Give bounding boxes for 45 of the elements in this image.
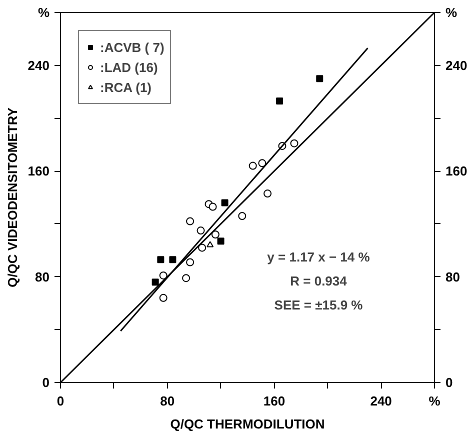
point <box>316 75 324 82</box>
y2-tick-label: 240 <box>446 58 468 73</box>
point <box>196 226 205 235</box>
point <box>290 139 298 148</box>
annotation: R = 0.934 <box>290 274 348 288</box>
point <box>248 162 257 170</box>
legend-label: :LAD (16) <box>100 59 158 75</box>
point <box>169 256 176 264</box>
point <box>159 271 168 280</box>
point <box>182 274 190 282</box>
point <box>159 294 168 302</box>
annotation: SEE = ±15.9 % <box>274 298 364 312</box>
point <box>276 98 284 105</box>
point <box>186 217 194 226</box>
point <box>186 258 194 266</box>
y-tick-label: 80 <box>35 269 50 284</box>
point <box>198 244 206 252</box>
x-tick-label: 240 <box>370 394 392 408</box>
legend-label: :ACVB ( 7) <box>100 39 164 55</box>
y2-tick-label: 160 <box>446 164 468 179</box>
y2-tick-label: % <box>446 5 458 20</box>
x-tick-label: 80 <box>160 394 175 408</box>
point <box>211 230 220 238</box>
point <box>157 256 164 264</box>
y-axis-title: Q/QC VIDEODENSITOMETRY <box>4 107 20 288</box>
point <box>208 202 217 211</box>
y-tick-label: 160 <box>28 164 50 179</box>
legend-label: :RCA (1) <box>100 79 152 95</box>
annotation: y = 1.17 x − 14 % <box>267 250 370 264</box>
point <box>238 212 246 220</box>
point <box>152 278 159 286</box>
point <box>264 190 272 198</box>
x-tick-label: % <box>428 394 441 408</box>
y-tick-label: 0 <box>42 375 50 390</box>
point <box>258 159 266 168</box>
point <box>217 238 224 245</box>
y-tick-label: % <box>38 5 50 20</box>
x-tick-label: 0 <box>56 394 64 408</box>
point <box>221 199 228 206</box>
x-tick-label: 160 <box>263 394 286 408</box>
x-axis-title: Q/QC THERMODILUTION <box>170 416 325 432</box>
y2-tick-label: 0 <box>446 375 453 390</box>
y2-tick-label: 80 <box>446 269 460 284</box>
point <box>206 241 214 248</box>
y-tick-label: 240 <box>28 58 50 73</box>
